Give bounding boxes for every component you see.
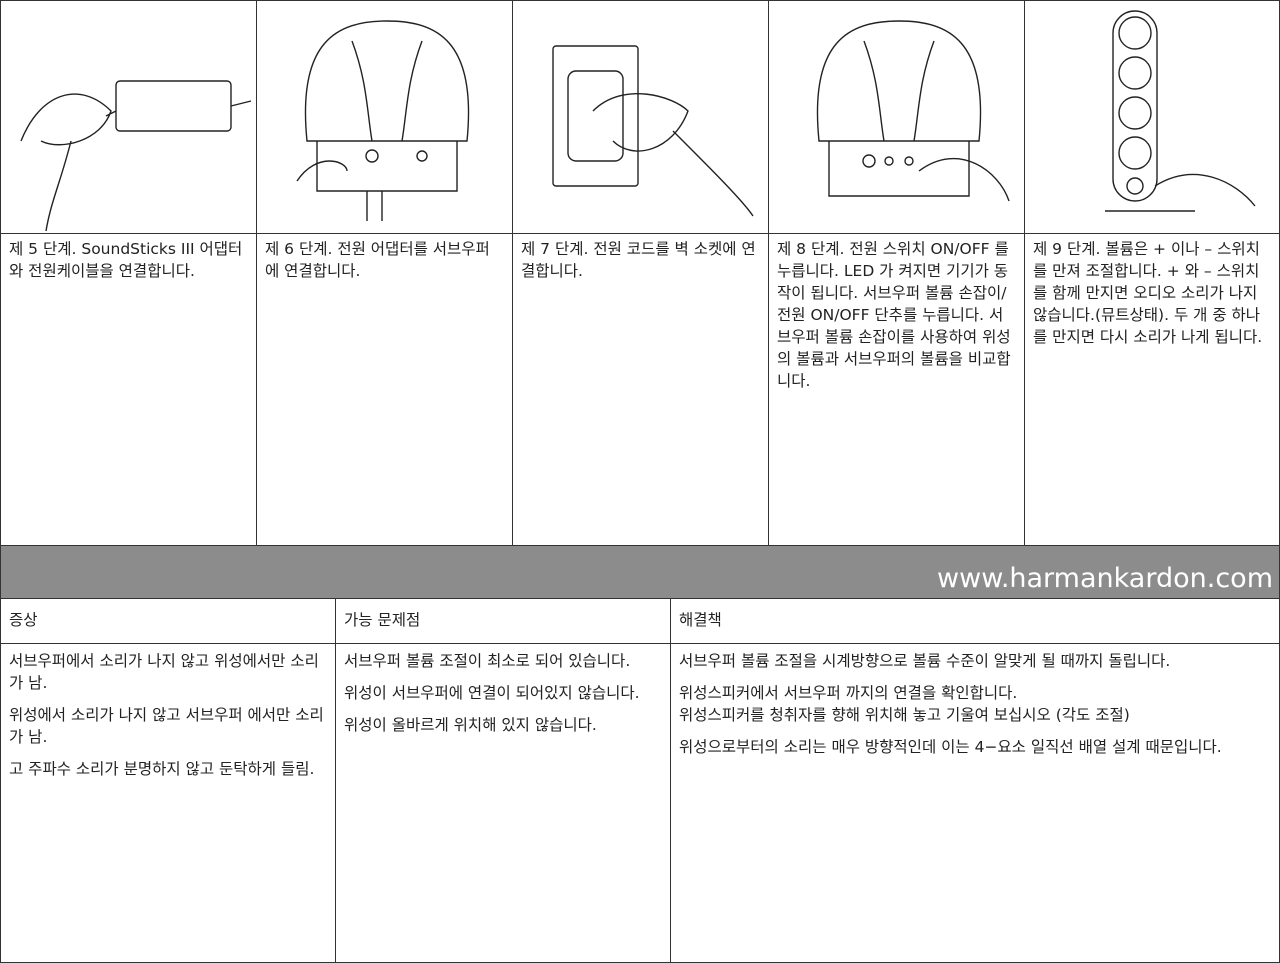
problems-cell: 서브우퍼 볼륨 조절이 최소로 되어 있습니다. 위성이 서브우퍼에 연결이 되… [335,643,671,963]
solution: 서브우퍼 볼륨 조절을 시계방향으로 볼륨 수준이 알맞게 될 때까지 돌립니다… [679,652,1171,670]
step-text: 제 8 단계. 전원 스위치 ON/OFF 를 누릅니다. LED 가 켜지면 … [768,233,1025,546]
symptom: 서브우퍼에서 소리가 나지 않고 위성에서만 소리가 남. [9,652,319,692]
illustration [1024,0,1280,234]
table-header: 가능 문제점 [335,598,671,644]
step-text: 제 7 단계. 전원 코드를 벽 소켓에 연결합니다. [512,233,769,546]
solution: 위성스피커에서 서브우퍼 까지의 연결을 확인합니다. [679,684,1018,702]
illustration [256,0,513,234]
symptom: 고 주파수 소리가 분명하지 않고 둔탁하게 들림. [9,760,315,778]
step-text: 제 6 단계. 전원 어댑터를 서브우퍼에 연결합니다. [256,233,513,546]
step-text: 제 5 단계. SoundSticks III 어댑터와 전원케이블을 연결합니… [0,233,257,546]
url-band: www.harmankardon.com [0,545,1280,599]
table-header: 증상 [0,598,336,644]
symptoms-cell: 서브우퍼에서 소리가 나지 않고 위성에서만 소리가 남. 위성에서 소리가 나… [0,643,336,963]
table-header: 해결책 [670,598,1280,644]
symptom: 위성에서 소리가 나지 않고 서브우퍼 에서만 소리가 남. [9,706,324,746]
problem: 위성이 서브우퍼에 연결이 되어있지 않습니다. [344,684,640,702]
illustration [768,0,1025,234]
solution: 위성으로부터의 소리는 매우 방향적인데 이는 4−요소 일직선 배열 설계 때… [679,738,1222,756]
solutions-cell: 서브우퍼 볼륨 조절을 시계방향으로 볼륨 수준이 알맞게 될 때까지 돌립니다… [670,643,1280,963]
solution: 위성스피커를 청취자를 향해 위치해 놓고 기울여 보십시오 (각도 조절) [679,706,1130,724]
step-text: 제 9 단계. 볼륨은 + 이나 – 스위치를 만져 조절합니다. + 와 – … [1024,233,1280,546]
problem: 서브우퍼 볼륨 조절이 최소로 되어 있습니다. [344,652,631,670]
problem: 위성이 올바르게 위치해 있지 않습니다. [344,716,597,734]
illustration [0,0,257,234]
url: www.harmankardon.com [937,563,1273,594]
illustration [512,0,769,234]
